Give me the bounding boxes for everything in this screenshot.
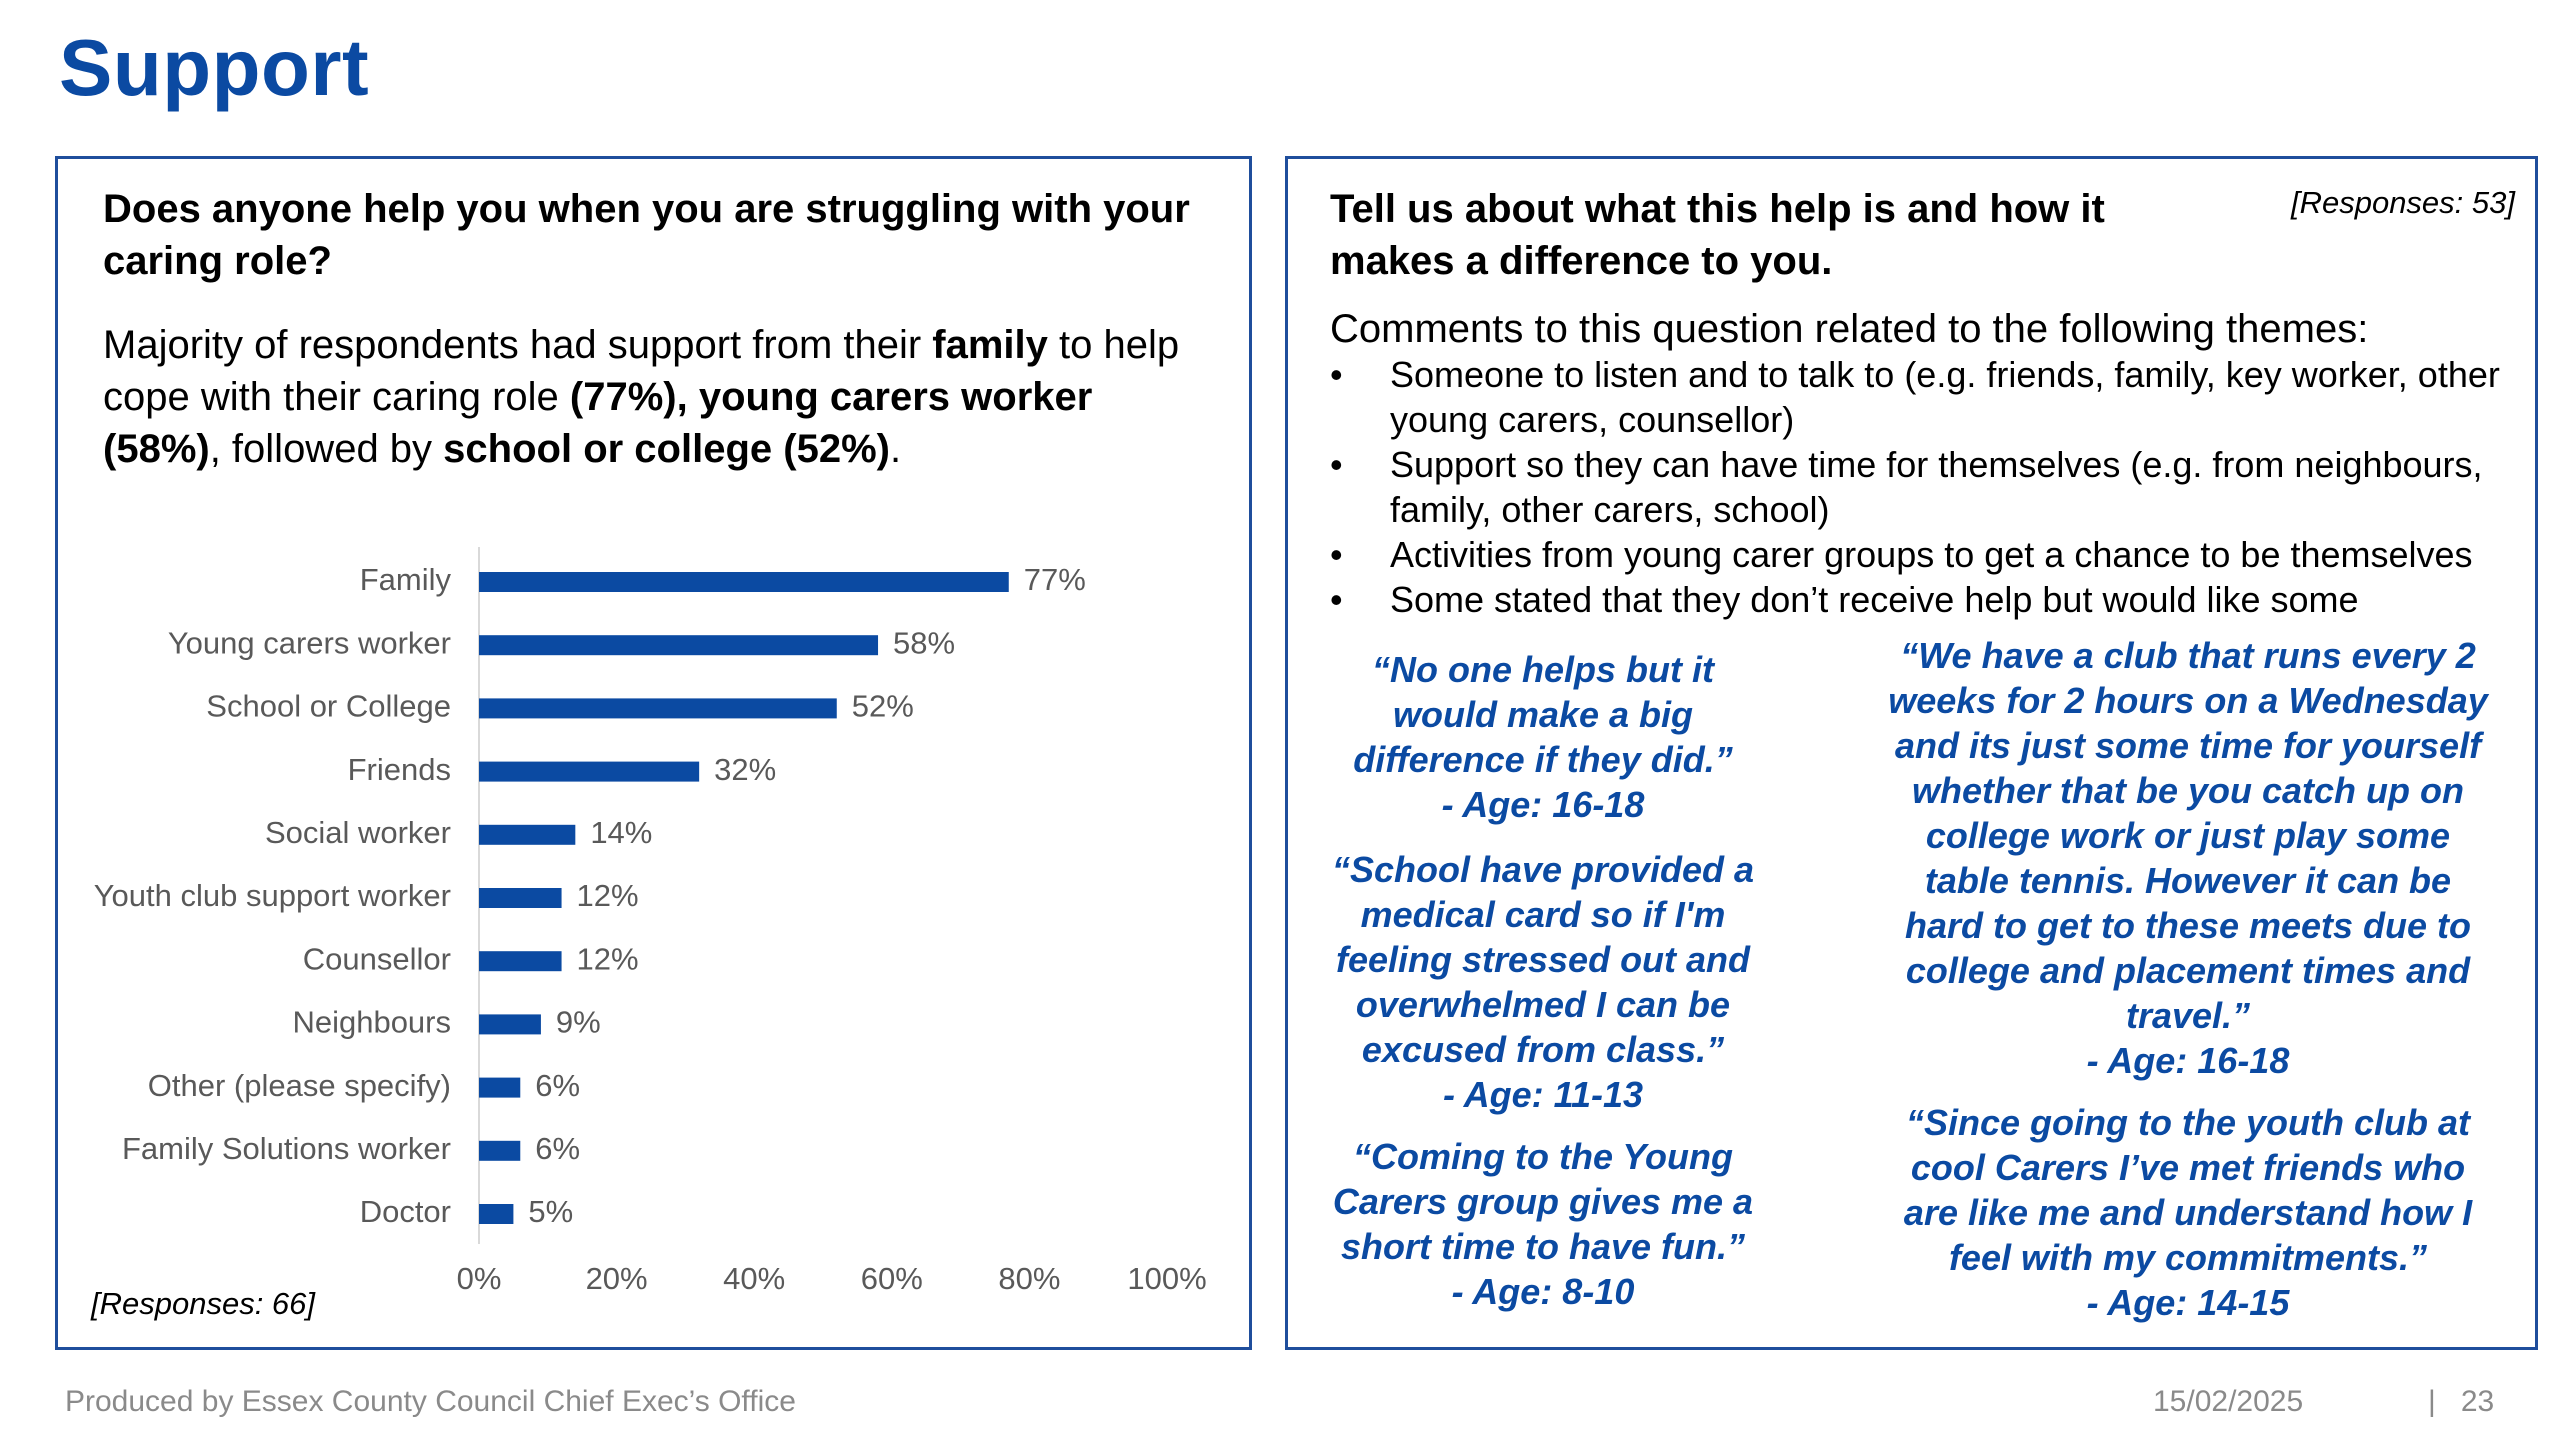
- data-label: 9%: [556, 1005, 601, 1040]
- category-label: Young carers worker: [168, 625, 451, 660]
- left-question: Does anyone help you when you are strugg…: [103, 187, 1190, 283]
- left-panel: Does anyone help you when you are strugg…: [55, 156, 1252, 1350]
- bullet-icon: •: [1330, 534, 1343, 575]
- bar: [479, 1204, 514, 1224]
- footer-separator: |: [2428, 1385, 2436, 1418]
- right-question: Tell us about what this help is and how …: [1330, 187, 2105, 283]
- bar: [479, 635, 879, 656]
- quote-text: “Since going to the youth club at cool C…: [1903, 1102, 2473, 1278]
- quote-age: - Age: 16-18: [1441, 784, 1645, 825]
- category-label: Friends: [348, 752, 451, 787]
- summary-part3: , followed by: [209, 427, 444, 471]
- responses-count: [Responses: 66]: [91, 1286, 316, 1321]
- x-tick-label: 40%: [723, 1261, 785, 1296]
- x-tick-label: 80%: [998, 1261, 1060, 1296]
- data-label: 58%: [893, 625, 955, 660]
- theme-text: Support so they can have time for themse…: [1390, 444, 2483, 530]
- footer-page: | 23: [2428, 1385, 2494, 1419]
- bar: [479, 1077, 521, 1098]
- theme-text: Some stated that they don’t receive help…: [1390, 579, 2359, 620]
- theme-item: • Support so they can have time for thems…: [1330, 442, 2530, 532]
- bullet-icon: •: [1330, 579, 1343, 620]
- theme-item: • Activities from young carer groups to g…: [1330, 532, 2530, 577]
- bar: [479, 1014, 541, 1035]
- page-number: 23: [2460, 1385, 2495, 1418]
- category-label: Counsellor: [303, 941, 451, 976]
- x-tick-label: 20%: [586, 1261, 648, 1296]
- data-label: 12%: [577, 878, 639, 913]
- bar: [479, 698, 837, 719]
- quote: “No one helps but it would make a big di…: [1323, 647, 1763, 827]
- bullet-icon: •: [1330, 444, 1343, 485]
- bullet-icon: •: [1330, 354, 1343, 395]
- summary-bold1: (77%), young carers worker (58%): [103, 375, 1093, 471]
- category-label: Doctor: [360, 1194, 451, 1229]
- bar: [479, 572, 1009, 592]
- data-label: 5%: [528, 1194, 573, 1229]
- quote-age: - Age: 14-15: [2086, 1282, 2290, 1323]
- x-tick-label: 60%: [861, 1261, 923, 1296]
- theme-text: Someone to listen and to talk to (e.g. f…: [1390, 354, 2500, 440]
- category-label: School or College: [206, 689, 451, 724]
- x-tick-label: 0%: [457, 1261, 502, 1296]
- summary-part2: to help cope with their caring role: [103, 323, 1180, 419]
- quote-text: “Coming to the Young Carers group gives …: [1332, 1136, 1754, 1267]
- quote: “Coming to the Young Carers group gives …: [1323, 1134, 1763, 1314]
- quote-text: “We have a club that runs every 2 weeks …: [1888, 635, 2488, 1036]
- data-label: 6%: [535, 1068, 580, 1103]
- page-title: Support: [59, 23, 370, 112]
- quote: “We have a club that runs every 2 weeks …: [1888, 633, 2488, 1083]
- theme-text: Activities from young carer groups to ge…: [1390, 534, 2473, 575]
- data-label: 52%: [852, 689, 914, 724]
- category-label: Youth club support worker: [94, 878, 451, 913]
- summary-part4: .: [889, 427, 902, 471]
- category-label: Family Solutions worker: [122, 1131, 451, 1166]
- category-label: Family: [360, 562, 452, 597]
- themes-list: • Someone to listen and to talk to (e.g. …: [1330, 352, 2530, 622]
- summary-part1: Majority of respondents had support from…: [103, 323, 933, 367]
- themes-intro: Comments to this question related to the…: [1330, 307, 2369, 351]
- summary-bold2: school or college (52%): [443, 427, 890, 471]
- quote-text: “No one helps but it would make a big di…: [1353, 649, 1733, 780]
- footer-date: 15/02/2025: [2153, 1385, 2304, 1418]
- footer-produced-by: Produced by Essex County Council Chief E…: [65, 1385, 796, 1418]
- data-label: 77%: [1024, 562, 1086, 597]
- bar: [479, 761, 700, 782]
- responses-count-right: [Responses: 53]: [2290, 185, 2515, 220]
- summary-family: family: [932, 323, 1048, 367]
- quote-text: “School have provided a medical card so …: [1331, 849, 1755, 1070]
- quote: “School have provided a medical card so …: [1323, 847, 1763, 1117]
- theme-item: • Someone to listen and to talk to (e.g. …: [1330, 352, 2530, 442]
- data-label: 32%: [714, 752, 776, 787]
- quote-age: - Age: 8-10: [1451, 1271, 1635, 1312]
- support-bar-chart: Family 77% Young carers worker 58% School or…: [94, 547, 1207, 1296]
- category-label: Other (please specify): [148, 1068, 451, 1103]
- data-label: 14%: [590, 815, 652, 850]
- theme-item: • Some stated that they don’t receive hel…: [1330, 577, 2530, 622]
- data-label: 6%: [535, 1131, 580, 1166]
- right-panel: Tell us about what this help is and how …: [1285, 156, 2538, 1350]
- category-label: Social worker: [265, 815, 451, 850]
- summary-text: Majority of respondents had support from…: [103, 319, 1213, 475]
- quote-age: - Age: 16-18: [2086, 1040, 2290, 1081]
- bar: [479, 888, 562, 908]
- x-tick-label: 100%: [1127, 1261, 1206, 1296]
- quote-age: - Age: 11-13: [1442, 1074, 1644, 1115]
- bar: [479, 951, 562, 972]
- data-label: 12%: [577, 941, 639, 976]
- bar: [479, 824, 576, 845]
- bar: [479, 1140, 521, 1161]
- category-label: Neighbours: [292, 1005, 451, 1040]
- quote: “Since going to the youth club at cool C…: [1888, 1100, 2488, 1325]
